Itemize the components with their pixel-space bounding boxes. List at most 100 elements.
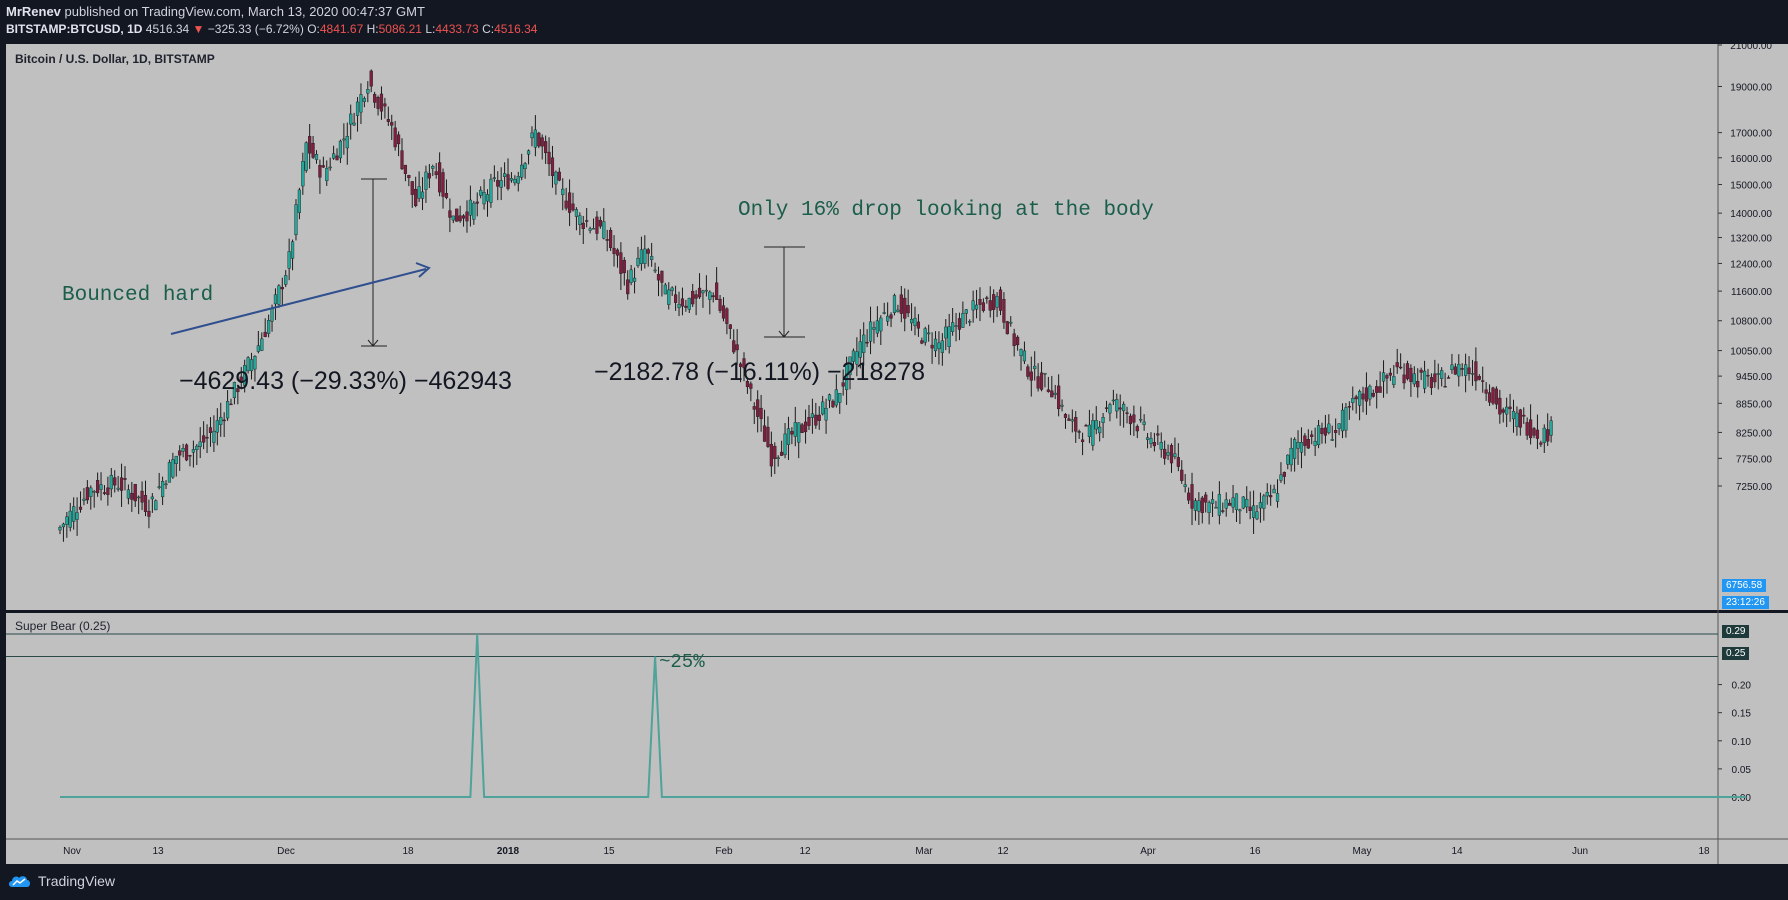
candle-up xyxy=(1344,407,1348,431)
candle-down xyxy=(660,270,664,283)
measure-label-1[interactable]: −4629.43 (−29.33%) −462943 xyxy=(179,367,512,395)
candle-up xyxy=(68,510,72,528)
candle-up xyxy=(355,101,360,116)
candle-down xyxy=(427,173,431,179)
candle-up xyxy=(472,202,476,220)
candle-down xyxy=(725,308,729,324)
candle-up xyxy=(1265,492,1269,497)
candle-up xyxy=(602,221,606,239)
measure-label-2[interactable]: −2182.78 (−16.11%) −218278 xyxy=(594,358,926,386)
candle-up xyxy=(72,506,76,522)
candle-up xyxy=(1313,440,1317,446)
candle-down xyxy=(1026,366,1030,377)
candle-up xyxy=(1289,447,1293,466)
candle-up xyxy=(858,341,862,358)
body-drop-note[interactable]: Only 16% drop looking at the body xyxy=(738,199,1154,222)
candle-up xyxy=(345,136,349,149)
candle-down xyxy=(1176,457,1180,467)
candle-up xyxy=(632,277,637,282)
candle-down xyxy=(383,103,387,107)
candle-down xyxy=(646,249,650,254)
candle-up xyxy=(1241,496,1245,509)
candle-down xyxy=(390,122,394,126)
candle-down xyxy=(1409,367,1413,382)
candle-up xyxy=(650,256,654,260)
candle-down xyxy=(1395,362,1399,368)
candle-up xyxy=(485,194,490,202)
candle-up xyxy=(256,345,260,352)
candle-up xyxy=(1214,506,1218,509)
candle-up xyxy=(137,496,141,499)
candle-up xyxy=(482,192,486,205)
author-name[interactable]: MrRenev xyxy=(6,4,61,19)
candle-up xyxy=(359,94,363,113)
chart-canvas[interactable]: 21000.00 19000.00 17000.00 16000.00 15000.00… xyxy=(6,44,1788,864)
candle-up xyxy=(65,516,69,525)
candle-up xyxy=(1224,499,1228,509)
time-tick-label: 12 xyxy=(997,846,1009,857)
candle-down xyxy=(817,414,821,421)
candle-down xyxy=(1481,380,1485,382)
candle-down xyxy=(694,294,698,299)
price-axis-bg[interactable] xyxy=(1718,44,1788,610)
published-text: published on TradingView.com, March 13, … xyxy=(64,4,425,19)
candle-up xyxy=(1262,495,1266,509)
candle-up xyxy=(636,257,640,266)
candle-up xyxy=(913,317,917,327)
candle-up xyxy=(643,248,647,264)
tradingview-logo[interactable]: TradingView xyxy=(8,873,115,889)
candle-up xyxy=(1542,427,1546,443)
candle-up xyxy=(157,486,161,488)
candle-up xyxy=(944,326,948,339)
time-axis-bg[interactable] xyxy=(6,839,1718,864)
candle-up xyxy=(995,296,999,308)
candle-up xyxy=(1470,373,1475,375)
candle-down xyxy=(899,294,903,314)
candle-down xyxy=(441,172,445,197)
time-tick-label: Mar xyxy=(915,846,933,857)
chart-area[interactable]: 21000.00 19000.00 17000.00 16000.00 15000.00… xyxy=(6,44,1788,864)
candle-down xyxy=(981,302,985,311)
candle-up xyxy=(1296,442,1300,449)
candle-up xyxy=(191,449,195,453)
candle-down xyxy=(626,279,630,295)
candle-up xyxy=(687,297,691,310)
price-tick-label: 14000.00 xyxy=(1730,209,1772,220)
candle-down xyxy=(1347,406,1351,408)
candle-down xyxy=(1546,429,1550,442)
price-change: −325.33 (−6.72%) xyxy=(207,22,304,36)
candle-up xyxy=(591,227,596,230)
candle-up xyxy=(974,304,979,310)
time-tick-label: Apr xyxy=(1140,846,1156,857)
candle-up xyxy=(1111,399,1115,402)
candle-up xyxy=(167,462,172,483)
candle-down xyxy=(780,451,784,456)
candle-down xyxy=(605,239,609,241)
close-label: C: xyxy=(482,22,495,36)
bounced-hard-note[interactable]: Bounced hard xyxy=(62,284,214,307)
candle-up xyxy=(219,416,223,425)
candle-up xyxy=(164,483,168,486)
candle-down xyxy=(1080,439,1085,443)
candle-down xyxy=(222,419,226,422)
candle-up xyxy=(667,289,671,305)
candle-down xyxy=(1375,386,1379,393)
candle-up xyxy=(253,355,257,370)
candle-down xyxy=(1539,442,1543,445)
countdown-tag: 23:12:26 xyxy=(1722,596,1769,609)
candle-down xyxy=(106,487,110,495)
pct25-note[interactable]: ~25% xyxy=(659,651,705,673)
candle-up xyxy=(961,312,965,328)
candles-group xyxy=(58,69,1553,542)
candle-down xyxy=(1248,506,1252,511)
candle-up xyxy=(1251,505,1256,518)
candle-down xyxy=(475,201,479,204)
time-tick-label: May xyxy=(1353,846,1372,857)
candle-down xyxy=(1228,502,1232,506)
pane-divider[interactable] xyxy=(6,610,1788,613)
candle-up xyxy=(352,122,356,126)
candle-up xyxy=(304,142,308,171)
candle-down xyxy=(1180,469,1184,481)
candle-down xyxy=(465,211,469,222)
time-tick-label: Dec xyxy=(277,846,295,857)
